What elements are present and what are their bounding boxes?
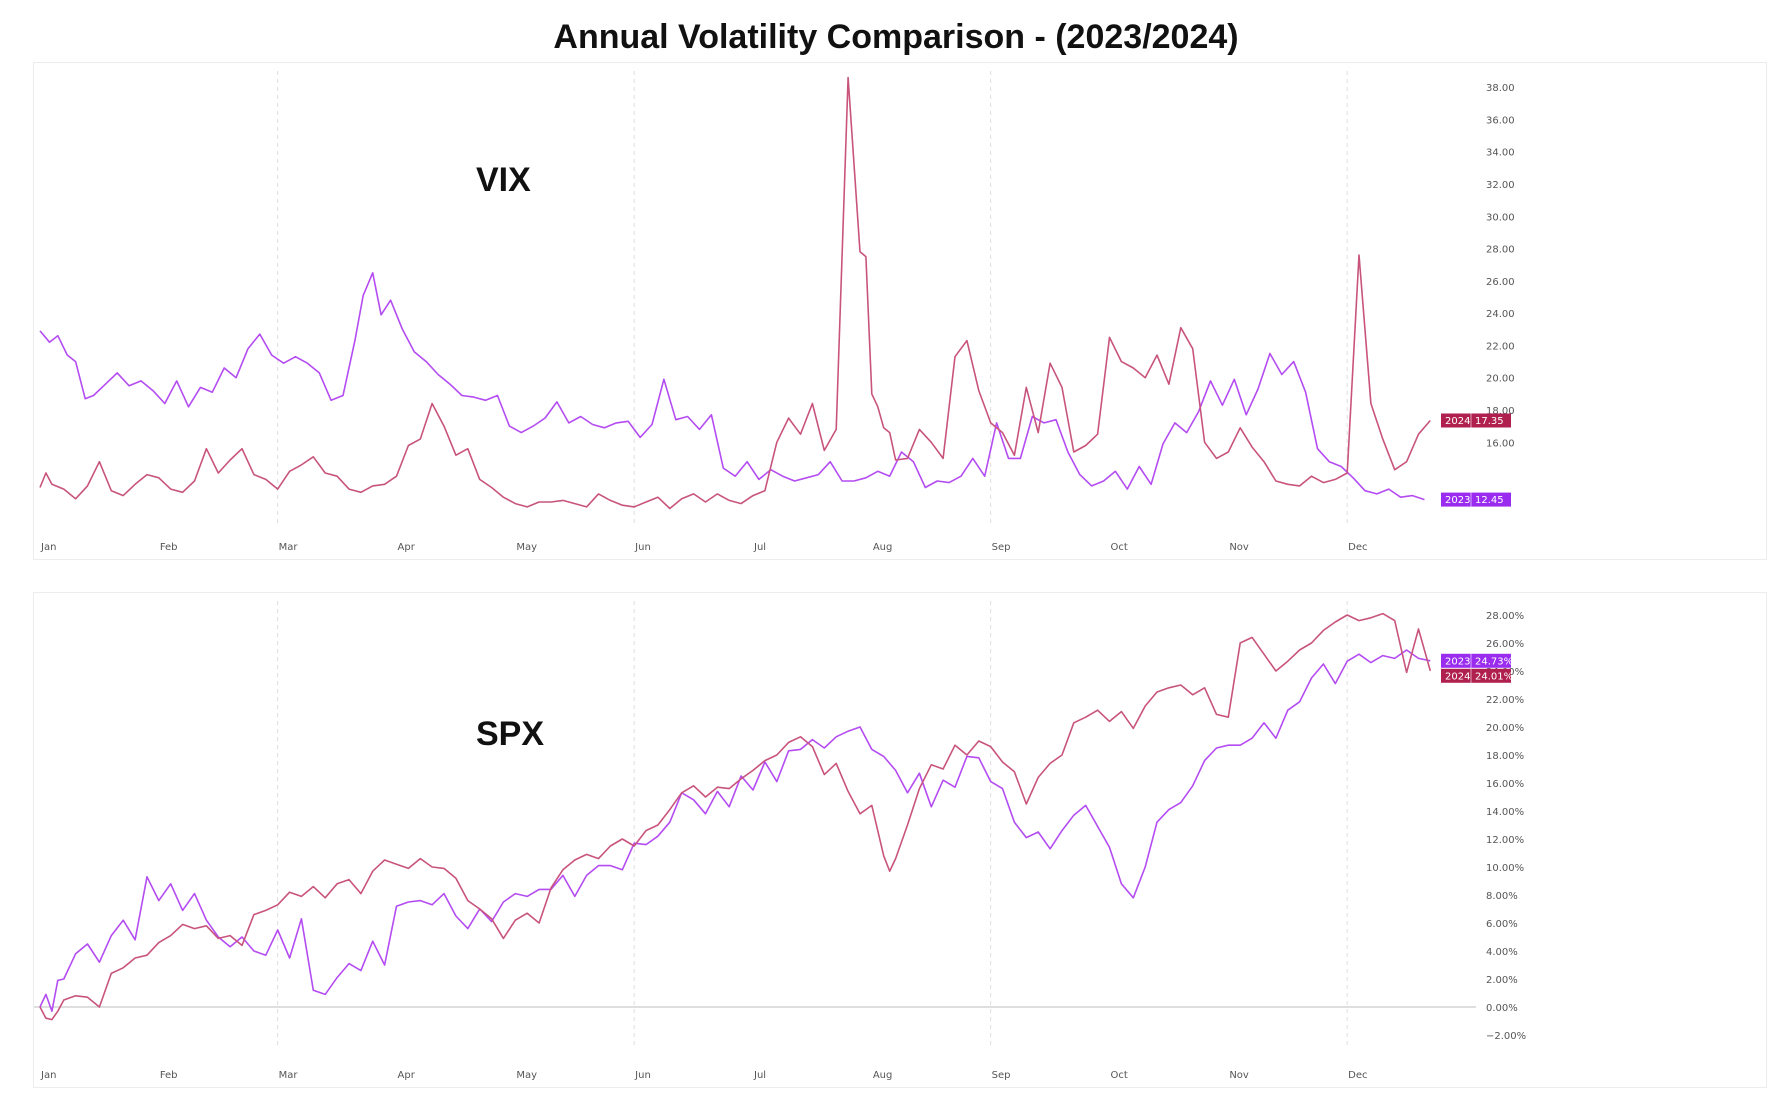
vix-y-tick-18-00: 18.00	[1486, 406, 1515, 417]
vix-panel: 16.00 18.00 20.00 22.00 24.00 26.00 28.00 30.00…	[33, 62, 1767, 560]
vix-x-tick-jun: Jun	[634, 542, 651, 553]
vix-badge-2023-year: 2023	[1445, 495, 1470, 506]
vix-x-tick-nov: Nov	[1229, 542, 1249, 553]
spx-y-tick-8-00: 8.00%	[1486, 891, 1518, 902]
spx-badge-2023-bg	[1441, 653, 1511, 668]
vix-x-tick-apr: Apr	[398, 542, 416, 553]
vix-y-tick-26-00: 26.00	[1486, 277, 1515, 288]
vix-x-tick-dec: Dec	[1348, 542, 1367, 553]
spx-x-tick-oct: Oct	[1111, 1070, 1128, 1081]
spx-y-tick-26-00: 26.00%	[1486, 639, 1524, 650]
spx-badge-2023: 2023 24.73%	[1441, 653, 1513, 668]
spx-y-tick-0-00: 0.00%	[1486, 1003, 1518, 1014]
spx-y-tick-18-00: 18.00%	[1486, 751, 1524, 762]
vix-y-tick-28-00: 28.00	[1486, 245, 1515, 256]
spx-y-tick-14-00: 14.00%	[1486, 807, 1524, 818]
spx-y-tick-2-00: 2.00%	[1486, 975, 1518, 986]
spx-badge-2024-value: 24.01%	[1475, 671, 1513, 682]
spx-x-tick-apr: Apr	[398, 1070, 416, 1081]
vix-badge-2024-value: 17.35	[1475, 416, 1504, 427]
vix-series-2023-line	[39, 272, 1425, 501]
spx-badge-2024-year: 2024	[1445, 671, 1470, 682]
spx-series-2024-line	[39, 612, 1432, 1021]
spx-x-tick-feb: Feb	[160, 1070, 178, 1081]
spx-badge-2024: 2024 24.01%	[1441, 668, 1513, 683]
vix-y-tick-34-00: 34.00	[1486, 148, 1515, 159]
spx-x-tick-mar: Mar	[279, 1070, 299, 1081]
vix-x-tick-sep: Sep	[992, 542, 1011, 553]
vix-badge-2024-bg	[1441, 413, 1511, 428]
vix-x-tick-aug: Aug	[873, 542, 893, 553]
vix-badge-2023-bg	[1441, 492, 1511, 507]
spx-x-tick-dec: Dec	[1348, 1070, 1367, 1081]
spx-x-tick-jan: Jan	[40, 1070, 56, 1081]
spx-y-tick-6-00: 6.00%	[1486, 919, 1518, 930]
vix-y-tick-24-00: 24.00	[1486, 309, 1515, 320]
spx-y-tick-2-00: −2.00%	[1486, 1031, 1526, 1042]
spx-x-tick-nov: Nov	[1229, 1070, 1249, 1081]
spx-y-tick-10-00: 10.00%	[1486, 863, 1524, 874]
spx-y-tick-28-00: 28.00%	[1486, 611, 1524, 622]
vix-badge-2023-value: 12.45	[1475, 495, 1504, 506]
vix-x-tick-may: May	[516, 542, 537, 553]
vix-y-tick-30-00: 30.00	[1486, 212, 1515, 223]
spx-x-tick-may: May	[516, 1070, 537, 1081]
vix-x-tick-feb: Feb	[160, 542, 178, 553]
vix-y-tick-38-00: 38.00	[1486, 83, 1515, 94]
spx-y-tick-4-00: 4.00%	[1486, 947, 1518, 958]
spx-panel: −2.00% 0.00% 2.00% 4.00% 6.00% 8.00% 10.00% 12.…	[33, 592, 1767, 1088]
vix-series-2024-line	[39, 76, 1431, 510]
spx-y-tick-20-00: 20.00%	[1486, 723, 1524, 734]
vix-x-tick-oct: Oct	[1111, 542, 1128, 553]
vix-y-tick-32-00: 32.00	[1486, 180, 1515, 191]
vix-y-tick-16-00: 16.00	[1486, 438, 1515, 449]
spx-series-2023-line	[39, 649, 1431, 1013]
spx-badge-2023-value: 24.73%	[1475, 656, 1513, 667]
vix-y-tick-36-00: 36.00	[1486, 115, 1515, 126]
vix-symbol-label: VIX	[476, 161, 531, 199]
spx-symbol-label: SPX	[476, 715, 545, 753]
spx-y-tick-16-00: 16.00%	[1486, 779, 1524, 790]
spx-chart: −2.00% 0.00% 2.00% 4.00% 6.00% 8.00% 10.00% 12.…	[34, 601, 1526, 1081]
spx-x-tick-sep: Sep	[992, 1070, 1011, 1081]
vix-x-tick-jan: Jan	[40, 542, 56, 553]
vix-badge-2024: 2024 17.35	[1441, 413, 1511, 428]
spx-x-tick-jul: Jul	[753, 1070, 766, 1081]
spx-y-tick-12-00: 12.00%	[1486, 835, 1524, 846]
spx-x-tick-jun: Jun	[634, 1070, 651, 1081]
vix-chart: 16.00 18.00 20.00 22.00 24.00 26.00 28.00 30.00…	[39, 71, 1515, 553]
vix-x-tick-mar: Mar	[279, 542, 299, 553]
chart-title: Annual Volatility Comparison - (2023/202…	[553, 18, 1239, 56]
vix-y-tick-22-00: 22.00	[1486, 341, 1515, 352]
vix-x-tick-jul: Jul	[753, 542, 766, 553]
spx-y-tick-22-00: 22.00%	[1486, 695, 1524, 706]
spx-x-tick-aug: Aug	[873, 1070, 893, 1081]
spx-badge-2024-bg	[1441, 668, 1511, 683]
vix-y-tick-20-00: 20.00	[1486, 374, 1515, 385]
spx-badge-2023-year: 2023	[1445, 656, 1470, 667]
vix-badge-2024-year: 2024	[1445, 416, 1470, 427]
vix-badge-2023: 2023 12.45	[1441, 492, 1511, 507]
